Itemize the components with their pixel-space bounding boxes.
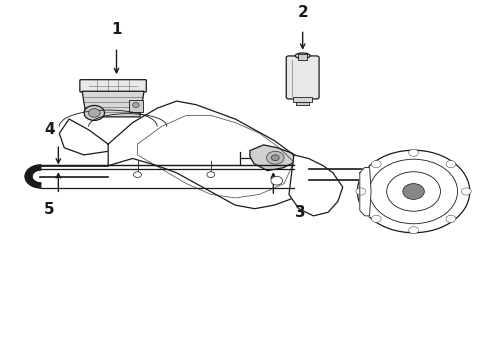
Circle shape	[134, 172, 142, 177]
Bar	[129, 100, 143, 112]
Bar	[298, 54, 308, 60]
Ellipse shape	[295, 53, 310, 59]
Circle shape	[409, 226, 418, 234]
Circle shape	[446, 215, 456, 222]
Bar	[293, 96, 312, 102]
Circle shape	[207, 172, 215, 177]
Circle shape	[88, 109, 100, 117]
Polygon shape	[250, 145, 295, 171]
Circle shape	[267, 151, 284, 164]
Polygon shape	[360, 167, 371, 216]
Circle shape	[409, 149, 418, 156]
Circle shape	[271, 155, 279, 161]
Circle shape	[271, 176, 283, 185]
Polygon shape	[82, 91, 144, 117]
Bar	[296, 102, 309, 105]
Circle shape	[371, 161, 381, 168]
Text: 3: 3	[295, 205, 305, 220]
Polygon shape	[289, 155, 343, 216]
Circle shape	[369, 159, 458, 224]
Text: 1: 1	[111, 22, 122, 37]
Circle shape	[387, 172, 441, 211]
Circle shape	[356, 188, 366, 195]
Circle shape	[133, 103, 139, 107]
Polygon shape	[25, 165, 41, 188]
Circle shape	[84, 105, 104, 121]
Polygon shape	[108, 101, 309, 209]
Circle shape	[403, 184, 424, 199]
Circle shape	[462, 188, 471, 195]
FancyBboxPatch shape	[80, 80, 147, 92]
FancyBboxPatch shape	[286, 56, 319, 99]
Polygon shape	[59, 119, 108, 155]
Circle shape	[371, 215, 381, 222]
Text: 2: 2	[297, 5, 308, 21]
Circle shape	[357, 150, 470, 233]
Circle shape	[446, 161, 456, 168]
Text: 5: 5	[44, 202, 55, 216]
Text: 4: 4	[44, 122, 55, 137]
